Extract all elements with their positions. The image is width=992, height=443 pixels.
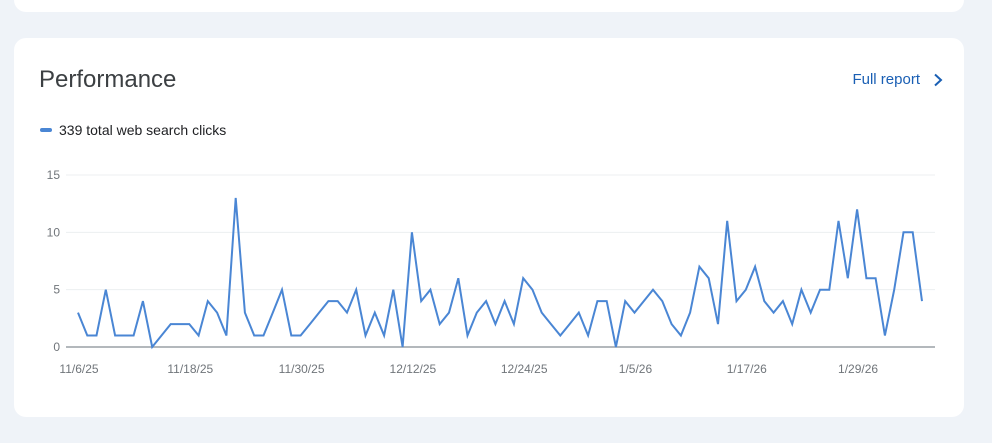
y-tick-label: 15 <box>47 168 61 182</box>
x-tick-label: 11/18/25 <box>167 362 213 376</box>
x-tick-label: 1/17/26 <box>727 362 767 376</box>
previous-card <box>14 0 964 12</box>
legend-label: 339 total web search clicks <box>59 122 227 138</box>
x-tick-label: 1/29/26 <box>838 362 878 376</box>
chart-legend[interactable]: 339 total web search clicks <box>40 122 226 138</box>
clicks-series-line <box>77 197 923 350</box>
x-tick-label: 11/30/25 <box>279 362 325 376</box>
performance-card: Performance Full report 339 total web se… <box>14 38 964 417</box>
x-tick-label: 12/12/25 <box>390 362 437 376</box>
y-tick-label: 5 <box>53 283 60 297</box>
x-tick-label: 11/6/25 <box>59 362 98 376</box>
full-report-label: Full report <box>852 71 920 88</box>
y-tick-label: 10 <box>47 225 61 239</box>
y-tick-label: 0 <box>53 340 60 354</box>
chevron-right-icon <box>934 73 943 86</box>
legend-swatch <box>40 128 52 132</box>
x-tick-label: 1/5/26 <box>619 362 653 376</box>
card-title: Performance <box>39 66 177 93</box>
full-report-link[interactable]: Full report <box>852 71 944 88</box>
x-tick-label: 12/24/25 <box>501 362 548 376</box>
